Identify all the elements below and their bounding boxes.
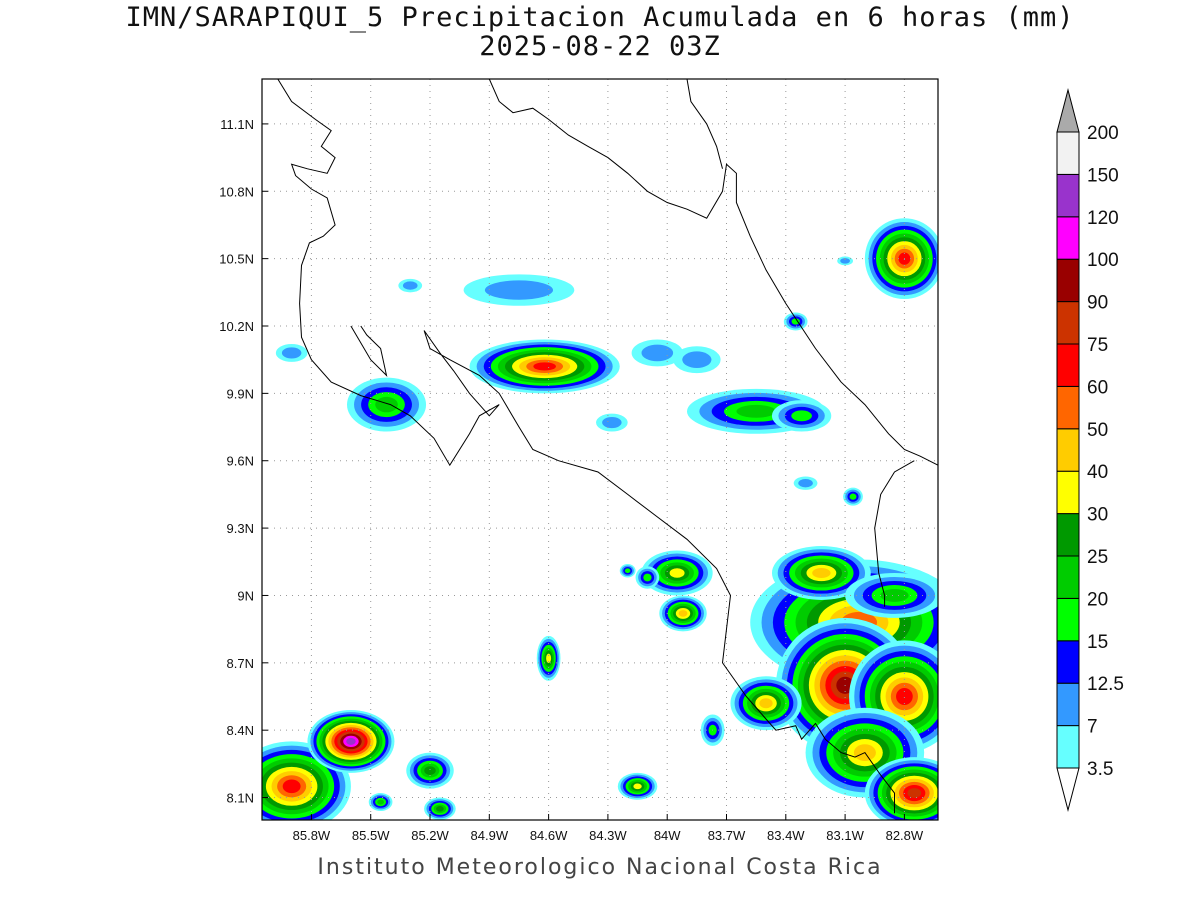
precip-cell-27-level-3 [791, 318, 800, 325]
colorbar-label-2: 12.5 [1087, 674, 1124, 695]
precip-cell-12-level-10 [907, 788, 922, 799]
y-tick-label-6: 9.9N [227, 386, 254, 401]
map-frame [261, 78, 939, 821]
colorbar-band-0 [1056, 725, 1080, 769]
precip-cell-19-level-13 [346, 737, 356, 745]
x-tick-label-1: 85.5W [352, 828, 390, 843]
colorbar-label-12: 100 [1087, 250, 1119, 271]
axis-ticks: 85.8W 85.5W 85.2W 84.9W 84.6W 84.3W 84W 83.7W 83… [219, 117, 924, 843]
precip-cell-31-level-1 [798, 479, 813, 488]
colorbar-label-9: 60 [1087, 377, 1108, 398]
precip-cell-20-level-5 [424, 766, 436, 775]
colorbar-label-14: 150 [1087, 165, 1119, 186]
precip-cell-17-level-7 [678, 610, 688, 617]
colorbar-band-4 [1056, 555, 1080, 599]
precip-cell-6-level-1 [641, 344, 674, 362]
y-tick-label-9: 10.8N [219, 184, 254, 199]
x-tick-label-5: 84.3W [589, 828, 627, 843]
y-tick-label-0: 8.1N [227, 791, 254, 806]
colorbar-label-5: 25 [1087, 547, 1108, 568]
precip-cell-14-level-7 [812, 567, 831, 579]
x-tick-label-2: 85.2W [411, 828, 449, 843]
colorbar-label-6: 30 [1087, 505, 1108, 526]
y-tick-label-1: 8.4N [227, 723, 254, 738]
y-tick-label-4: 9.3N [227, 521, 254, 536]
colorbar-label-7: 40 [1087, 462, 1108, 483]
colorbar-band-8 [1056, 385, 1080, 430]
precip-cell-25-level-4 [377, 799, 384, 805]
precip-cell-26-level-1 [602, 417, 622, 429]
colorbar-band-7 [1056, 428, 1080, 472]
precip-cell-5-level-1 [484, 280, 554, 300]
colorbar-band-12 [1056, 216, 1080, 260]
colorbar-band-10 [1056, 301, 1080, 345]
precip-cell-18-level-9 [282, 779, 301, 794]
x-tick-label-6: 84W [654, 828, 681, 843]
precip-cell-33-level-3 [643, 573, 652, 582]
y-tick-label-5: 9.6N [227, 454, 254, 469]
precip-cell-28-level-1 [281, 347, 302, 359]
map-title: IMN/SARAPIQUI_5 Precipitacion Acumulada … [125, 2, 1075, 33]
coastline-3 [350, 325, 388, 377]
x-tick-label-4: 84.6W [530, 828, 568, 843]
footer-credit: Instituto Meteorologico Nacional Costa R… [317, 855, 883, 880]
coastline-2 [874, 460, 915, 607]
precip-cell-13-level-7 [759, 698, 773, 709]
precip-cell-7-level-1 [682, 351, 712, 368]
colorbar-band-1 [1056, 682, 1080, 727]
x-tick-label-0: 85.8W [293, 828, 331, 843]
y-tick-label-2: 8.7N [227, 656, 254, 671]
precip-cell-32-level-1 [840, 258, 850, 264]
precip-cell-29-level-1 [402, 281, 418, 290]
colorbar: 3.5 7 12.5 15 20 25 30 40 50 60 75 90 100 120 150 200 [1056, 88, 1124, 812]
coastline-0 [277, 79, 895, 814]
colorbar-label-0: 3.5 [1087, 759, 1113, 780]
coastline-1 [488, 79, 938, 466]
coastline-4 [686, 79, 723, 169]
y-tick-label-3: 9N [237, 588, 254, 603]
precip-cell-15-level-4 [880, 589, 909, 602]
colorbar-label-15: 200 [1087, 123, 1119, 144]
colorbar-label-10: 75 [1087, 335, 1108, 356]
colorbar-band-3 [1056, 597, 1080, 642]
colorbar-band-2 [1056, 640, 1080, 684]
x-tick-label-8: 83.4W [767, 828, 805, 843]
precip-cell-1-level-9 [533, 362, 556, 371]
colorbar-band-14 [1056, 131, 1080, 175]
x-tick-label-9: 83.1W [826, 828, 864, 843]
precip-cell-2-level-4 [375, 396, 398, 413]
y-tick-label-10: 11.1N [220, 117, 254, 132]
precip-cell-22-level-6 [633, 783, 642, 790]
precip-cell-10-level-9 [896, 688, 913, 705]
map-datetime: 2025-08-22 03Z [479, 31, 721, 62]
colorbar-band-11 [1056, 258, 1080, 303]
colorbar-top-arrow [1056, 88, 1080, 133]
precip-cell-30-level-3 [849, 493, 857, 500]
x-tick-label-10: 82.8W [886, 828, 924, 843]
precip-cell-3-level-4 [736, 404, 776, 418]
precip-cell-4-level-3 [791, 410, 812, 422]
y-tick-label-7: 10.2N [219, 319, 254, 334]
precip-cell-34-level-3 [624, 568, 631, 574]
precip-cell-16-level-6 [669, 568, 685, 578]
colorbar-label-8: 50 [1087, 420, 1108, 441]
coastlines [277, 79, 938, 814]
colorbar-band-13 [1056, 173, 1080, 218]
colorbar-label-13: 120 [1087, 208, 1119, 229]
x-tick-label-7: 83.7W [708, 828, 746, 843]
colorbar-band-5 [1056, 513, 1080, 557]
precip-cell-21-level-6 [546, 653, 552, 664]
colorbar-label-1: 7 [1087, 717, 1098, 738]
colorbar-label-3: 15 [1087, 632, 1108, 653]
colorbar-bottom-arrow [1056, 767, 1080, 812]
colorbar-label-11: 90 [1087, 293, 1108, 314]
x-tick-label-3: 84.9W [471, 828, 509, 843]
y-tick-label-8: 10.5N [219, 252, 254, 267]
colorbar-band-9 [1056, 343, 1080, 387]
colorbar-label-4: 20 [1087, 589, 1108, 610]
precip-cell-24-level-5 [436, 806, 444, 812]
colorbar-band-6 [1056, 470, 1080, 515]
